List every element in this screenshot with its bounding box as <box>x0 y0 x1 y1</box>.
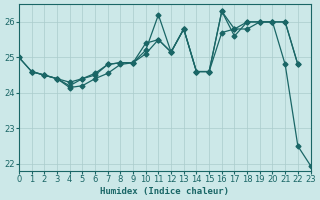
X-axis label: Humidex (Indice chaleur): Humidex (Indice chaleur) <box>100 187 229 196</box>
